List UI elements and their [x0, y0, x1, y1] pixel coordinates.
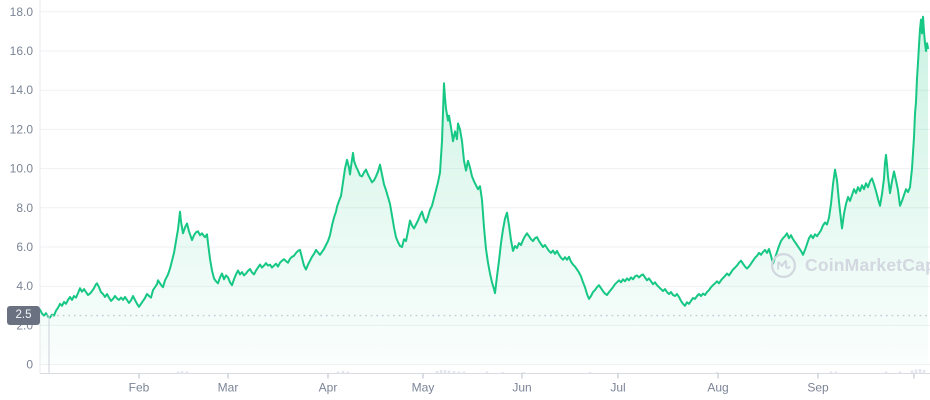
volume-bar	[922, 370, 926, 373]
x-axis-label: Apr	[319, 381, 338, 395]
volume-bar	[898, 371, 902, 373]
volume-bar	[918, 369, 922, 373]
y-axis-label: 8.0	[16, 201, 33, 215]
volume-bar	[501, 372, 505, 373]
volume-bar	[447, 370, 451, 373]
y-axis-label: 12.0	[10, 122, 34, 136]
x-axis-label: Sep	[807, 381, 829, 395]
y-axis-label: 14.0	[10, 83, 34, 97]
price-area	[40, 16, 928, 365]
volume-bar	[341, 371, 345, 373]
y-axis-label: 10.0	[10, 162, 34, 176]
volume-bar	[346, 371, 350, 373]
volume-bar	[910, 370, 914, 373]
y-axis-label: 18.0	[10, 5, 34, 19]
y-axis-label: 6.0	[16, 240, 33, 254]
volume-bar	[462, 371, 466, 373]
x-axis-label: Jun	[512, 381, 531, 395]
volume-bar	[914, 369, 918, 373]
volume-bar	[185, 371, 189, 373]
volume-bar	[715, 372, 719, 373]
volume-bar	[443, 370, 447, 373]
volume-bar	[884, 371, 888, 373]
volume-bar	[457, 371, 461, 373]
x-axis-label: Aug	[707, 381, 728, 395]
x-axis-label: May	[412, 381, 435, 395]
x-axis-label: Jul	[610, 381, 625, 395]
volume-bar	[834, 371, 838, 373]
volume-bar	[588, 372, 592, 373]
volume-bar	[439, 370, 443, 373]
price-badge: 2.5	[7, 306, 40, 325]
volume-bar	[485, 371, 489, 373]
volume-bar	[829, 371, 833, 373]
y-axis-label: 16.0	[10, 44, 34, 58]
x-axis-label: Feb	[129, 381, 150, 395]
volume-bar	[336, 371, 340, 373]
x-axis-label: Mar	[218, 381, 239, 395]
volume-bar	[180, 371, 184, 373]
volume-bar	[522, 372, 526, 373]
price-badge-label: 2.5	[15, 309, 32, 321]
volume-bar	[435, 371, 439, 373]
price-line	[39, 15, 929, 319]
y-axis-label: 4.0	[16, 279, 33, 293]
y-axis-label: 0	[26, 358, 33, 372]
volume-bar	[452, 371, 456, 373]
volume-bar	[176, 371, 180, 373]
